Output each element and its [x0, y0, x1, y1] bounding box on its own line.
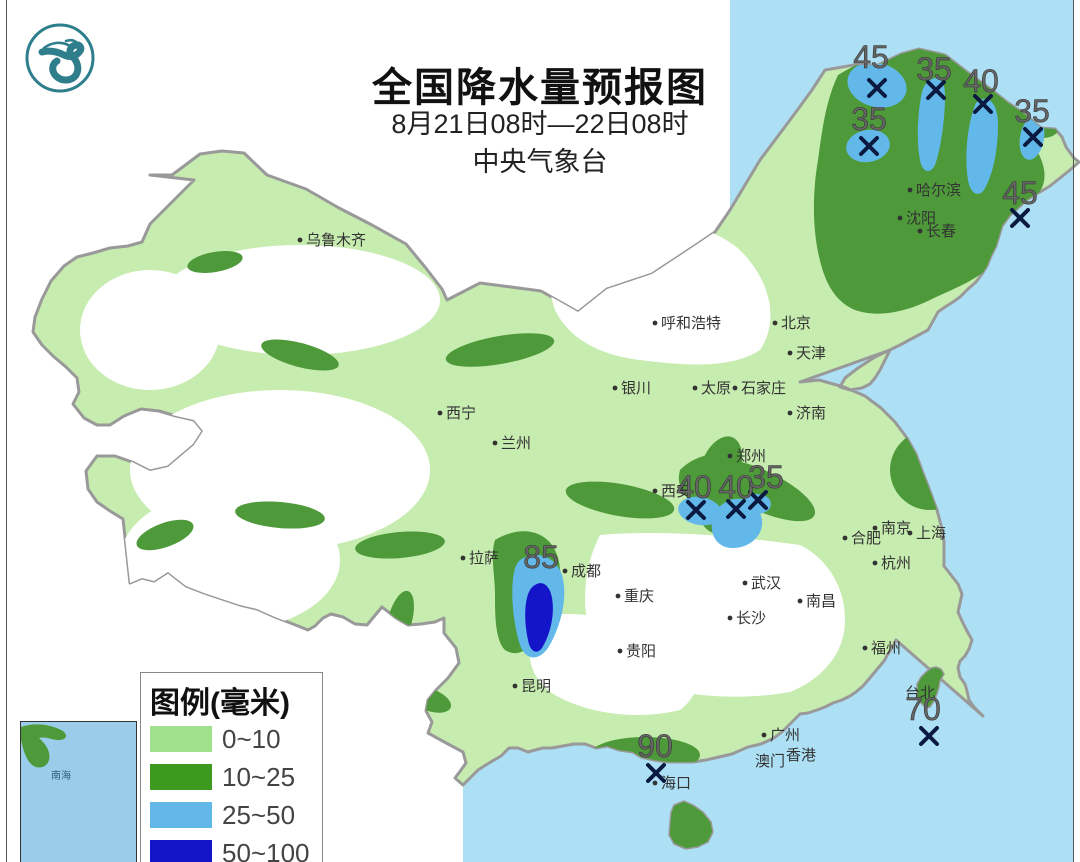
svg-text:70: 70: [905, 691, 941, 727]
svg-text:45: 45: [1002, 175, 1038, 211]
svg-text:85: 85: [523, 539, 559, 575]
svg-text:40: 40: [676, 469, 712, 505]
svg-text:90: 90: [637, 728, 673, 764]
svg-text:35: 35: [748, 459, 784, 495]
